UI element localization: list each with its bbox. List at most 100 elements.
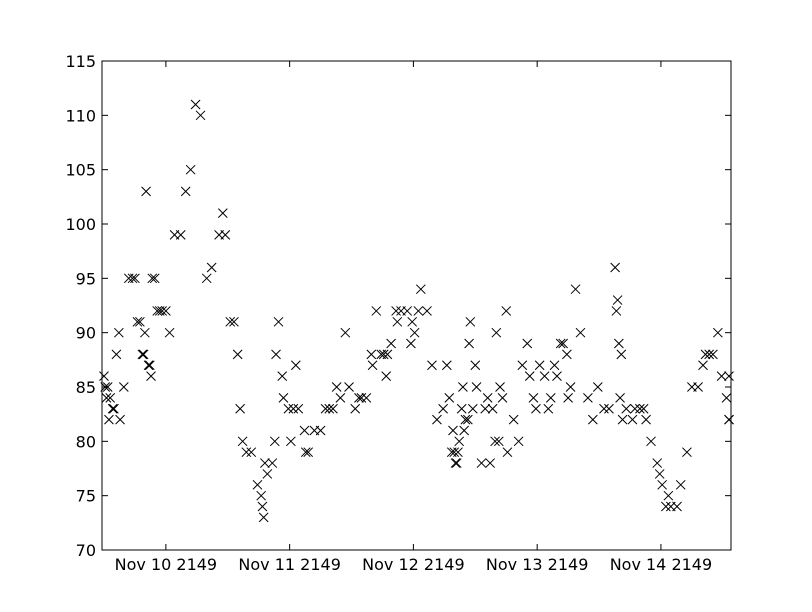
data-point: [147, 273, 158, 284]
data-point: [324, 403, 335, 414]
data-point: [367, 360, 378, 371]
data-point: [315, 425, 326, 436]
data-point: [450, 458, 461, 468]
data-point: [391, 306, 401, 316]
data-point: [604, 403, 614, 414]
data-point: [713, 327, 723, 338]
data-point: [524, 371, 535, 381]
data-point: [180, 186, 191, 197]
data-point: [467, 403, 478, 414]
data-point: [320, 403, 331, 414]
y-tick-label: 110: [65, 106, 96, 125]
data-point: [257, 501, 268, 512]
data-point: [704, 349, 715, 360]
data-point: [427, 360, 437, 371]
data-point: [99, 371, 109, 381]
x-tick-label: Nov 14 2149: [610, 555, 712, 574]
data-point: [693, 382, 703, 392]
data-point: [661, 501, 671, 512]
data-point: [132, 316, 143, 327]
data-point: [646, 436, 656, 447]
data-point: [465, 316, 476, 327]
data-point: [141, 186, 151, 197]
data-point: [610, 262, 620, 273]
data-point: [402, 306, 413, 316]
data-point: [612, 295, 623, 305]
data-point: [441, 360, 452, 371]
data-point: [143, 360, 154, 371]
data-point: [127, 273, 138, 284]
data-point: [549, 360, 560, 371]
data-point: [225, 316, 236, 327]
data-point: [413, 306, 424, 316]
data-point: [444, 393, 455, 403]
data-point: [366, 349, 377, 360]
data-markers: [99, 99, 734, 523]
data-point: [283, 403, 294, 414]
data-point: [630, 403, 640, 414]
data-point: [354, 393, 364, 403]
data-point: [716, 371, 727, 381]
data-point: [277, 371, 288, 381]
data-point: [361, 393, 372, 403]
data-point: [615, 393, 625, 403]
data-point: [460, 414, 471, 425]
data-point: [508, 414, 519, 425]
data-point: [104, 414, 114, 425]
y-tick-label: 85: [76, 378, 96, 397]
data-point: [627, 414, 638, 425]
data-point: [344, 382, 354, 392]
data-point: [617, 414, 628, 425]
data-point: [406, 338, 416, 349]
data-point: [471, 382, 482, 392]
x-tick-label: Nov 13 2149: [486, 555, 588, 574]
data-point: [464, 338, 474, 349]
data-point: [144, 360, 155, 371]
data-point: [290, 360, 301, 371]
data-point: [599, 403, 609, 414]
data-point: [271, 349, 281, 360]
y-tick-label: 70: [76, 541, 96, 560]
data-point: [386, 338, 396, 349]
data-point: [258, 512, 269, 523]
data-point: [229, 316, 239, 327]
y-tick-label: 80: [76, 432, 96, 451]
data-point: [432, 414, 442, 425]
data-point: [422, 306, 432, 316]
data-point: [299, 425, 310, 436]
data-point: [724, 414, 734, 425]
data-point: [164, 327, 175, 338]
data-point: [415, 284, 426, 295]
x-axis: Nov 10 2149 Nov 11 2149 Nov 12 2149 Nov 13 …: [115, 61, 712, 574]
data-point: [502, 447, 513, 458]
x-tick-label: Nov 12 2149: [362, 555, 464, 574]
data-point: [409, 327, 420, 338]
data-point: [152, 306, 163, 316]
data-point: [555, 338, 566, 349]
data-point: [438, 403, 448, 414]
data-point: [545, 393, 556, 403]
y-tick-label: 90: [76, 324, 96, 343]
data-point: [476, 458, 487, 468]
data-point: [456, 403, 467, 414]
data-point: [487, 403, 498, 414]
data-point: [256, 490, 267, 501]
data-point: [392, 316, 403, 327]
data-point: [543, 403, 554, 414]
data-point: [641, 414, 651, 425]
data-point: [267, 458, 278, 468]
data-point: [638, 403, 649, 414]
data-point: [371, 306, 382, 316]
data-point: [278, 393, 289, 403]
data-point: [458, 382, 468, 392]
data-point: [115, 414, 125, 425]
x-tick-label: Nov 10 2149: [115, 555, 217, 574]
y-tick-label: 75: [76, 487, 96, 506]
data-point: [340, 327, 351, 338]
data-point: [113, 327, 124, 338]
data-point: [522, 338, 533, 349]
data-point: [130, 273, 140, 284]
data-point: [135, 316, 145, 327]
data-point: [463, 414, 473, 425]
data-point: [575, 327, 586, 338]
